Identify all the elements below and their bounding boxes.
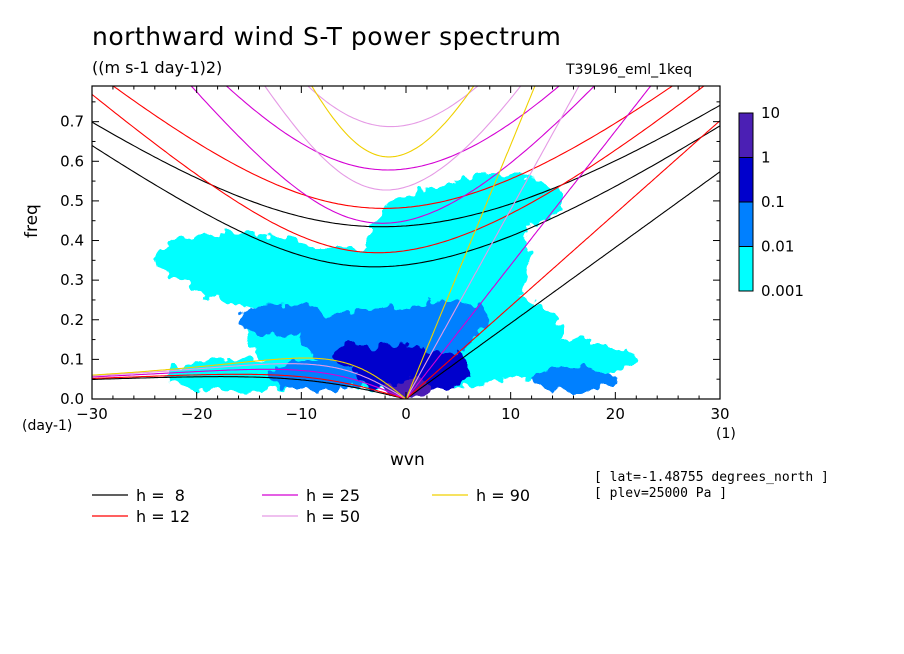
- y-tick-label: 0.4: [60, 232, 84, 250]
- dispersion-curve: [92, 357, 407, 399]
- legend-label: h = 8: [136, 486, 185, 505]
- colorbar-swatch: [739, 246, 753, 291]
- chart-units: ((m s-1 day-1)2): [92, 58, 223, 77]
- dispersion-curve: [405, 86, 580, 399]
- spectrum-blob: [332, 343, 375, 368]
- legend-label: h = 25: [306, 486, 360, 505]
- y-tick-label: 0.3: [60, 271, 84, 289]
- x-tick-label: 20: [606, 405, 625, 423]
- dispersion-curve: [405, 86, 652, 399]
- dispersion-curve: [92, 368, 407, 399]
- chart-title: northward wind S-T power spectrum: [92, 22, 562, 51]
- spectrum-blob: [154, 232, 323, 289]
- spectrum-blob: [406, 299, 490, 340]
- x-axis-label: wvn: [390, 450, 425, 470]
- y-tick-label: 0.1: [60, 350, 84, 368]
- colorbar-swatch: [739, 113, 753, 158]
- dispersion-curve: [112, 86, 674, 209]
- spectrum-blob: [238, 303, 323, 336]
- dispersion-curve: [92, 125, 720, 268]
- dispersion-curves: [92, 0, 720, 399]
- dispersion-curve: [190, 86, 596, 224]
- x-tick-label: 30: [710, 405, 729, 423]
- experiment-label: T39L96_eml_1keq: [566, 62, 693, 78]
- dispersion-curve: [225, 86, 560, 171]
- dispersion-curve: [307, 86, 479, 128]
- latitude-annotation: [ lat=-1.48755 degrees_north ]: [594, 470, 829, 485]
- colorbar-swatch: [739, 157, 753, 202]
- x-tick-label: 10: [501, 405, 520, 423]
- spectrum-field: [154, 173, 637, 399]
- y-tick-label: 0.6: [60, 152, 84, 170]
- spectrum-blob: [437, 173, 563, 229]
- x-tick-label: −20: [181, 405, 213, 423]
- dispersion-curve: [92, 0, 720, 84]
- x-tick-label: 0: [401, 405, 411, 423]
- spectrum-blob: [165, 359, 312, 392]
- legend-label: h = 50: [306, 507, 360, 526]
- dispersion-curve: [405, 86, 536, 399]
- x-tick-label: −30: [76, 405, 108, 423]
- colorbar-label: 10: [761, 104, 780, 122]
- dispersion-curve: [405, 171, 720, 399]
- dispersion-curve: [92, 376, 407, 399]
- legend-label: h = 90: [476, 486, 530, 505]
- y-axis-unit: (day-1): [22, 418, 73, 434]
- axes: −30 −20 −10 0 10 20 30 0.0 0.1 0.2 0.3 0.4 0.5 0.6 0.7: [60, 86, 730, 423]
- spectrum-blob: [531, 367, 616, 392]
- x-axis-unit: (1): [716, 426, 736, 442]
- y-tick-label: 0.0: [60, 390, 84, 408]
- pressure-annotation: [ plev=25000 Pa ]: [594, 486, 728, 501]
- colorbar: 0.001 0.01 0.1 1 10: [738, 104, 804, 300]
- y-tick-label: 0.2: [60, 311, 84, 329]
- spectrum-blob: [269, 359, 375, 392]
- dispersion-curve: [92, 373, 407, 399]
- dispersion-curve: [92, 363, 407, 399]
- dispersion-curve: [92, 104, 720, 228]
- colorbar-swatch: [739, 202, 753, 247]
- y-tick-label: 0.7: [60, 113, 84, 131]
- colorbar-label: 0.001: [761, 282, 804, 300]
- colorbar-label: 0.01: [761, 238, 794, 256]
- dispersion-curve: [92, 86, 705, 254]
- legend-label: h = 12: [136, 507, 190, 526]
- dispersion-curve: [405, 120, 720, 399]
- legend: h = 8 h = 12 h = 25 h = 50 h = 90: [92, 486, 530, 526]
- y-tick-label: 0.5: [60, 192, 84, 210]
- colorbar-label: 0.1: [761, 193, 785, 211]
- x-tick-label: −10: [286, 405, 318, 423]
- dispersion-curve: [264, 86, 522, 191]
- dispersion-curve: [311, 86, 475, 158]
- colorbar-label: 1: [761, 149, 771, 167]
